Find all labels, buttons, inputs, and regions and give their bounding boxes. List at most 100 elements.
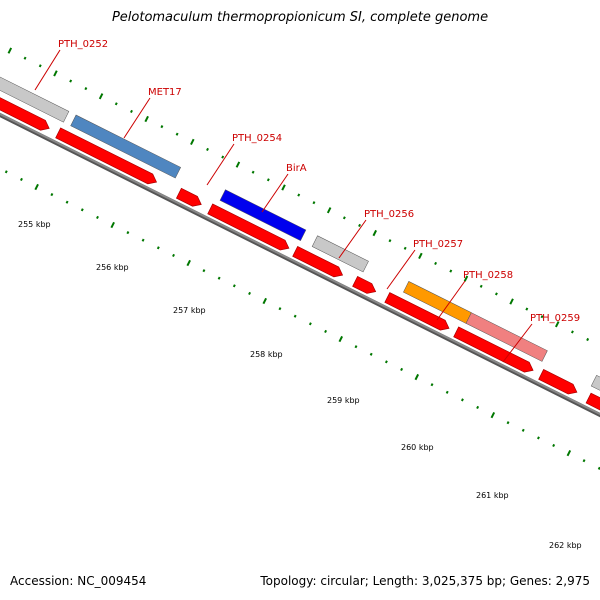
outer-tick xyxy=(235,161,241,168)
topology-text: Topology: circular; Length: 3,025,375 bp… xyxy=(260,574,590,588)
feature-pth0252 xyxy=(0,70,70,123)
feature-bira-shape xyxy=(219,189,307,242)
outer-tick xyxy=(403,246,407,250)
feature-pth0259 xyxy=(465,312,548,362)
outer-tick xyxy=(38,64,42,68)
cds-arrow-shape xyxy=(0,87,50,131)
inner-tick xyxy=(293,314,297,318)
leader-line xyxy=(502,323,533,363)
inner-tick xyxy=(20,177,23,181)
outer-tick xyxy=(586,337,590,342)
outer-tick xyxy=(418,252,423,260)
outer-tick xyxy=(434,261,438,266)
kbp-label: 262 kbp xyxy=(549,541,582,550)
kbp-label: 259 kbp xyxy=(327,396,360,405)
inner-tick xyxy=(126,231,130,235)
outer-tick xyxy=(479,284,483,288)
cds-arrow xyxy=(55,127,158,185)
feature-pth0259-shape xyxy=(465,312,548,362)
cds-arrow xyxy=(292,246,344,278)
kbp-label: 255 kbp xyxy=(18,220,51,229)
outer-tick xyxy=(494,292,498,296)
outer-tick xyxy=(449,269,453,273)
feature-next-shape xyxy=(590,374,600,409)
inner-tick xyxy=(172,253,175,257)
outer-tick xyxy=(540,315,544,319)
cds-arrow-shape xyxy=(207,203,290,251)
kbp-label: 258 kbp xyxy=(250,350,283,359)
inner-tick xyxy=(278,307,282,311)
feature-bira xyxy=(219,189,307,242)
inner-tick xyxy=(262,297,267,305)
outer-tick xyxy=(509,298,514,305)
outer-tick xyxy=(358,223,362,228)
inner-tick xyxy=(354,345,358,349)
inner-tick xyxy=(460,398,464,402)
accession-text: Accession: NC_009454 xyxy=(10,574,147,588)
inner-tick xyxy=(217,276,221,280)
cds-arrow xyxy=(453,326,534,373)
outer-tick xyxy=(175,132,179,136)
inner-tick xyxy=(141,238,145,242)
inner-tick xyxy=(186,259,191,267)
cds-arrow xyxy=(175,187,202,207)
outer-tick xyxy=(84,87,88,91)
inner-tick xyxy=(50,193,54,197)
cds-arrow-shape xyxy=(292,246,344,278)
outer-tick xyxy=(297,193,301,197)
outer-tick xyxy=(342,216,346,220)
inner-tick xyxy=(34,183,39,191)
inner-tick xyxy=(552,443,556,448)
outer-tick xyxy=(554,321,560,328)
inner-tick xyxy=(202,269,206,273)
outer-tick xyxy=(114,102,118,106)
outer-tick xyxy=(221,155,225,159)
kbp-label: 257 kbp xyxy=(173,306,206,315)
gene-label: PTH_0259 xyxy=(530,313,580,324)
leader-line xyxy=(338,219,367,259)
leader-line xyxy=(206,143,235,186)
inner-tick xyxy=(232,284,236,288)
outer-tick xyxy=(206,147,209,152)
cds-arrow xyxy=(0,87,50,131)
inner-tick xyxy=(506,421,510,425)
outer-tick xyxy=(388,239,392,243)
outer-tick xyxy=(130,109,133,113)
cds-arrow-shape xyxy=(384,292,450,331)
cds-arrow xyxy=(352,275,377,294)
outer-tick xyxy=(69,79,73,83)
outer-tick xyxy=(570,330,574,334)
feature-met17 xyxy=(70,114,182,179)
outer-tick xyxy=(98,93,104,100)
outer-tick xyxy=(7,47,13,54)
inner-tick xyxy=(536,436,540,440)
outer-tick xyxy=(23,56,27,60)
kbp-label: 261 kbp xyxy=(476,491,509,500)
cds-arrow xyxy=(384,292,450,331)
inner-tick xyxy=(156,246,160,250)
inner-tick xyxy=(566,449,572,457)
cds-arrow xyxy=(538,368,578,395)
gene-label: PTH_0256 xyxy=(364,209,414,220)
inner-tick xyxy=(4,170,8,174)
outer-tick xyxy=(312,201,316,205)
inner-tick xyxy=(338,335,344,343)
inner-tick xyxy=(324,329,328,334)
inner-tick xyxy=(582,459,586,463)
outer-tick xyxy=(266,178,270,182)
outer-tick xyxy=(463,275,469,282)
inner-tick xyxy=(445,390,449,394)
gene-label: PTH_0257 xyxy=(413,239,463,250)
gene-label: PTH_0258 xyxy=(463,270,513,281)
map-title: Pelotomaculum thermopropionicum SI, comp… xyxy=(111,10,489,25)
inner-tick xyxy=(65,200,69,204)
inner-tick xyxy=(110,221,115,229)
cds-arrow xyxy=(585,392,600,431)
gene-label: PTH_0252 xyxy=(58,39,108,50)
outer-tick xyxy=(144,115,149,123)
feature-next xyxy=(590,374,600,409)
gene-label: PTH_0254 xyxy=(232,133,282,144)
outer-tick xyxy=(53,70,58,77)
outer-tick xyxy=(160,125,164,129)
